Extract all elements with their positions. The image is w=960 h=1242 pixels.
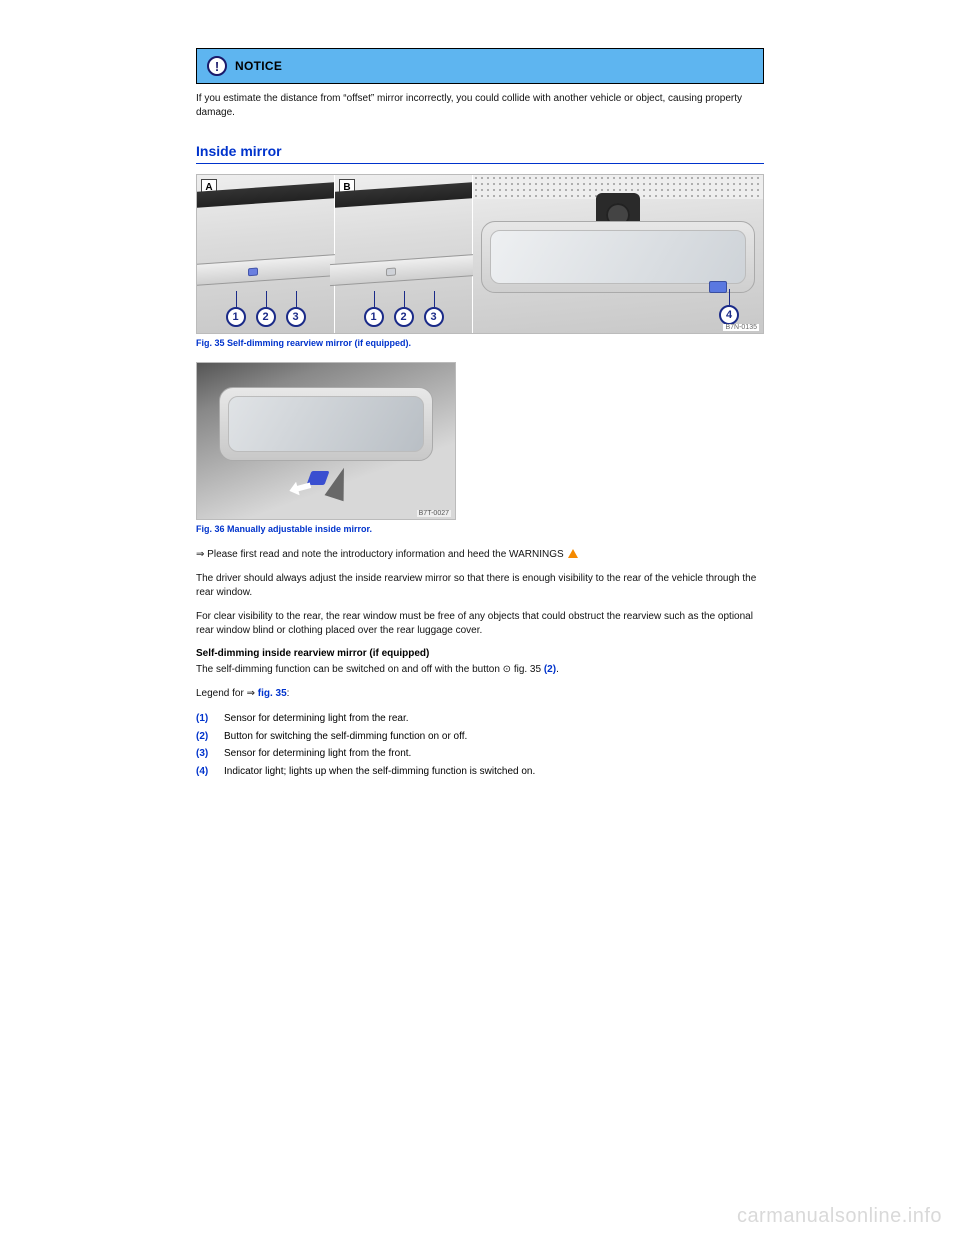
- self-dimming-para: The self-dimming function can be switche…: [196, 663, 764, 677]
- fig-ref-legend: fig. 35: [258, 688, 287, 699]
- callout-2-icon: 2: [256, 307, 276, 327]
- callout-3-icon: 3: [424, 307, 444, 327]
- callout-4-icon: 4: [719, 305, 739, 325]
- fig36-mirror-glass: [228, 396, 424, 452]
- notice-icon: !: [207, 56, 227, 76]
- legend-row: (1) Sensor for determining light from th…: [196, 711, 764, 727]
- warning-triangle-icon: [568, 549, 578, 558]
- panel-a-callouts: 1 2 3: [197, 307, 334, 327]
- figure-36-caption: Fig. 36 Manually adjustable inside mirro…: [196, 524, 764, 534]
- watermark: carmanualsonline.info: [737, 1205, 942, 1228]
- notice-text: If you estimate the distance from “offse…: [196, 92, 764, 119]
- panel-dark-band: [335, 182, 472, 208]
- callout-3-icon: 3: [286, 307, 306, 327]
- intro-arrow: ⇒: [196, 549, 204, 560]
- panel-shelf: [196, 254, 339, 286]
- callout-2-icon: 2: [394, 307, 414, 327]
- image-code: B7T-0027: [417, 510, 451, 517]
- figure-35-panel-b: B 1 2 3: [335, 175, 473, 333]
- mirror-glass: [490, 230, 746, 284]
- figure-35-caption: Fig. 35 Self-dimming rearview mirror (if…: [196, 338, 764, 348]
- legend-num: (4): [196, 764, 218, 780]
- body-para-2: For clear visibility to the rear, the re…: [196, 610, 764, 638]
- legend-text: Sensor for determining light from the re…: [224, 711, 409, 727]
- body-para-1: The driver should always adjust the insi…: [196, 572, 764, 600]
- legend-text: Indicator light; lights up when the self…: [224, 764, 535, 780]
- arrow-up-icon: [325, 465, 354, 502]
- legend-row: (3) Sensor for determining light from th…: [196, 746, 764, 762]
- panel-dark-band: [197, 182, 334, 208]
- legend-num: (3): [196, 746, 218, 762]
- figure-35-panel-a: A 1 2 3: [197, 175, 335, 333]
- panel-b-callouts: 1 2 3: [335, 307, 472, 327]
- legend-text: Button for switching the self-dimming fu…: [224, 729, 467, 745]
- self-dim-pre: The self-dimming function can be switche…: [196, 664, 544, 675]
- section-title: Inside mirror: [196, 143, 764, 164]
- panel-shelf: [330, 254, 477, 286]
- legend-num: (2): [196, 729, 218, 745]
- self-dim-post: .: [556, 664, 559, 675]
- indicator-light-icon: [709, 281, 727, 293]
- intro-text: Please first read and note the introduct…: [207, 549, 563, 560]
- panel-b-button-icon: [386, 268, 396, 277]
- intro-line: ⇒ Please first read and note the introdu…: [196, 548, 764, 562]
- legend-row: (4) Indicator light; lights up when the …: [196, 764, 764, 780]
- figure-35: A 1 2 3 B 1 2 3 C: [196, 174, 764, 334]
- legend-intro: Legend for ⇒ fig. 35:: [196, 687, 764, 701]
- subheading-self-dimming: Self-dimming inside rearview mirror (if …: [196, 648, 764, 659]
- figure-36: B7T-0027: [196, 362, 456, 520]
- legend-row: (2) Button for switching the self-dimmin…: [196, 729, 764, 745]
- fig-ref-35: (2): [544, 664, 556, 675]
- notice-icon-glyph: !: [215, 60, 219, 73]
- image-code: B7N-0135: [723, 324, 759, 331]
- legend-text: Sensor for determining light from the fr…: [224, 746, 411, 762]
- panel-a-button-icon: [248, 268, 258, 277]
- fig36-mirror: [219, 387, 433, 461]
- callout-1-icon: 1: [364, 307, 384, 327]
- legend-list: (1) Sensor for determining light from th…: [196, 711, 764, 779]
- legend-num: (1): [196, 711, 218, 727]
- figure-35-panel-c: C 4 B7N-0135: [473, 175, 763, 333]
- notice-label: NOTICE: [235, 59, 282, 73]
- callout-1-icon: 1: [226, 307, 246, 327]
- notice-box: ! NOTICE: [196, 48, 764, 84]
